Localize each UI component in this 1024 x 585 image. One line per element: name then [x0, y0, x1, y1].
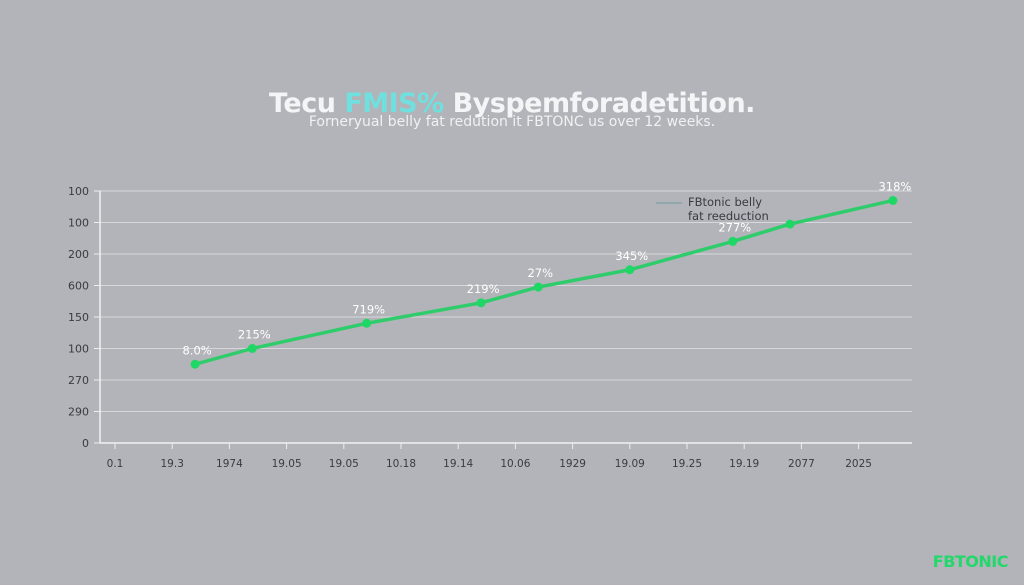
data-label: 219%: [467, 282, 500, 296]
y-tick-label: 290: [68, 406, 89, 419]
x-tick-label: 2025: [845, 458, 872, 470]
data-label: 277%: [718, 220, 751, 234]
data-label: 318%: [878, 179, 911, 193]
x-tick-label: 19.25: [672, 458, 702, 470]
y-tick-label: 0: [82, 437, 89, 450]
data-label: 27%: [527, 266, 553, 280]
data-point[interactable]: [785, 219, 795, 229]
x-tick-label: 19.14: [443, 458, 473, 470]
data-point[interactable]: [888, 195, 898, 205]
x-tick-label: 19.3: [161, 458, 184, 470]
data-label: 8.0%: [182, 343, 211, 357]
x-tick-label: 19.19: [729, 458, 759, 470]
data-point[interactable]: [625, 265, 635, 275]
chart-subtitle: Forneryual belly fat redution it FBTONC …: [308, 114, 716, 130]
data-point[interactable]: [190, 359, 200, 369]
title-part-1: Tecu: [269, 88, 345, 119]
x-tick-label: 10.06: [500, 458, 530, 470]
x-tick-label: 0.1: [107, 458, 124, 470]
data-label: 215%: [238, 328, 271, 342]
brand-logo: FBTONIC: [932, 552, 1009, 571]
legend-label-line1: FBtonic belly: [688, 195, 762, 209]
chart-title: Tecu FMIS% Byspemforadetition.: [0, 88, 1024, 119]
data-point[interactable]: [476, 298, 486, 308]
data-point[interactable]: [362, 318, 372, 328]
data-label: 345%: [615, 249, 648, 263]
y-tick-label: 600: [68, 280, 89, 293]
data-point[interactable]: [533, 282, 543, 292]
title-accent: FMIS%: [344, 88, 444, 119]
y-tick-label: 100: [68, 343, 89, 356]
x-tick-label: 1929: [559, 458, 586, 470]
x-tick-label: 19.05: [272, 458, 302, 470]
y-tick-label: 200: [68, 248, 89, 261]
data-label: 719%: [352, 302, 385, 316]
data-point[interactable]: [247, 344, 257, 353]
x-tick-label: 2077: [788, 458, 815, 470]
y-tick-label: 100: [68, 185, 89, 198]
data-point[interactable]: [728, 236, 738, 246]
title-part-2: Byspemforadetition.: [443, 88, 756, 119]
y-tick-label: 150: [68, 311, 89, 324]
x-tick-label: 19.05: [329, 458, 359, 470]
legend-label-line2: fat reeduction: [688, 209, 769, 223]
x-tick-label: 1974: [216, 458, 243, 470]
y-tick-label: 270: [68, 374, 89, 387]
x-tick-label: 19.09: [615, 458, 645, 470]
y-tick-label: 100: [68, 217, 89, 230]
x-tick-label: 10.18: [386, 458, 416, 470]
